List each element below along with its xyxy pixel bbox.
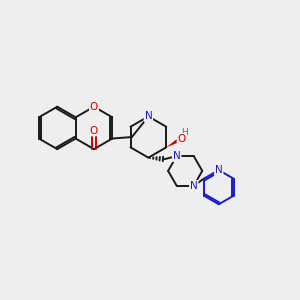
Text: N: N (190, 181, 198, 191)
Text: N: N (173, 151, 181, 161)
Polygon shape (166, 136, 183, 147)
Text: O: O (90, 126, 98, 136)
Text: O: O (177, 134, 186, 143)
Text: N: N (215, 165, 223, 175)
Text: H: H (181, 128, 188, 136)
Text: N: N (145, 111, 152, 122)
Text: O: O (90, 102, 98, 112)
